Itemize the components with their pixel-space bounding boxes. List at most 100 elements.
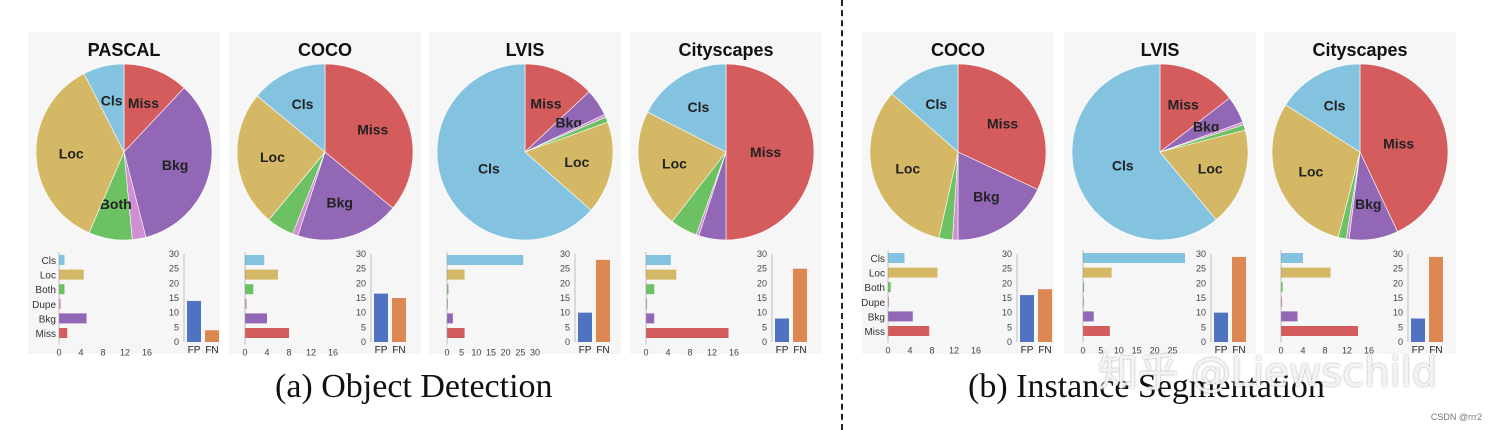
bar-bkg	[646, 313, 655, 324]
bar-tick-label: 8	[929, 346, 934, 356]
bar-loc	[888, 267, 938, 278]
fpfn-category-label: FN	[205, 345, 218, 356]
bar-tick-label: 8	[1322, 346, 1327, 356]
fpfn-tick-label: 0	[565, 337, 570, 347]
fpfn-tick-label: 0	[1398, 337, 1403, 347]
fpfn-tick-label: 30	[1002, 249, 1012, 259]
bar-cls	[1083, 253, 1185, 263]
bar-tick-label: 16	[1364, 346, 1374, 356]
fpfn-tick-label: 25	[757, 264, 767, 274]
pie-label-miss: Miss	[357, 122, 388, 138]
fpfn-bar-fn	[392, 298, 406, 342]
bar-both	[888, 282, 891, 293]
fpfn-tick-label: 10	[560, 308, 570, 318]
bar-tick-label: 4	[665, 348, 670, 358]
fpfn-bar-fn	[793, 268, 807, 342]
fpfn-bar-fp	[374, 293, 388, 342]
bar-category-label: Both	[35, 285, 56, 296]
fpfn-tick-label: 20	[757, 278, 767, 288]
pie-label-bkg: Bkg	[555, 114, 581, 130]
bar-category-label: Dupe	[32, 300, 56, 311]
fpfn-tick-label: 15	[356, 293, 366, 303]
pie-label-loc: Loc	[1198, 160, 1223, 176]
pie-label-cls: Cls	[101, 93, 123, 109]
chart-title: Cityscapes	[1312, 40, 1407, 60]
bar-tick-label: 0	[56, 348, 61, 358]
caption-instance-segmentation: (b) Instance Segmentation	[968, 368, 1325, 405]
bar-miss	[59, 328, 68, 338]
bar-category-label: Bkg	[868, 312, 885, 323]
bar-tick-label: 12	[949, 346, 959, 356]
fpfn-tick-label: 0	[1201, 337, 1206, 347]
fpfn-category-label: FP	[776, 345, 789, 356]
pie-label-loc: Loc	[1298, 163, 1323, 179]
bar-bkg	[245, 313, 267, 324]
fpfn-tick-label: 10	[1393, 308, 1403, 318]
bar-loc	[245, 269, 278, 280]
bar-tick-label: 25	[1167, 346, 1177, 356]
watermark-text: 知乎 @Liewschild	[1098, 350, 1438, 396]
bar-cls	[447, 255, 524, 265]
bar-tick-label: 4	[907, 346, 912, 356]
bar-category-label: Both	[864, 283, 885, 294]
bar-category-label: Loc	[40, 271, 56, 282]
pie-label-cls: Cls	[1112, 157, 1134, 173]
pie-label-cls: Cls	[1324, 98, 1346, 114]
bar-loc	[1281, 267, 1331, 278]
pie-slice-bkg	[123, 87, 213, 238]
bar-tick-label: 0	[1278, 346, 1283, 356]
fpfn-category-label: FP	[188, 345, 201, 356]
pie-label-both: Both	[100, 196, 132, 212]
bar-tick-label: 4	[264, 348, 269, 358]
pie-label-miss: Miss	[1383, 135, 1414, 151]
fpfn-tick-label: 20	[1393, 278, 1403, 288]
pie-slice-loc	[1271, 104, 1361, 238]
fpfn-tick-label: 25	[169, 264, 179, 274]
fpfn-bar-fp	[1214, 312, 1228, 342]
section-divider	[841, 0, 843, 430]
bar-tick-label: 10	[471, 348, 481, 358]
bar-both	[245, 284, 254, 295]
fpfn-tick-label: 25	[1002, 264, 1012, 274]
fpfn-tick-label: 5	[762, 322, 767, 332]
bar-loc	[1083, 267, 1112, 278]
bar-dupe	[888, 296, 890, 307]
fpfn-tick-label: 10	[169, 308, 179, 318]
bar-loc	[646, 269, 677, 280]
bar-tick-label: 16	[142, 348, 152, 358]
fpfn-tick-label: 5	[565, 322, 570, 332]
bar-bkg	[447, 313, 453, 324]
bar-category-label: Cls	[871, 254, 885, 265]
pie-label-miss: Miss	[987, 116, 1018, 132]
bar-bkg	[888, 311, 913, 322]
fpfn-tick-label: 30	[757, 249, 767, 259]
fpfn-tick-label: 5	[1398, 322, 1403, 332]
fpfn-bar-fp	[1020, 295, 1034, 342]
pie-label-cls: Cls	[925, 96, 947, 112]
bar-cls	[245, 255, 265, 265]
chart-panel--a-object-detection-pascal: PASCAL Miss Bkg Both Loc Cls Cls Loc Both Dupe Bkg…	[28, 32, 220, 358]
fpfn-category-label: FN	[1038, 345, 1051, 356]
pie-slice-miss	[957, 63, 1047, 190]
pie-label-loc: Loc	[59, 146, 84, 162]
bar-tick-label: 0	[1080, 346, 1085, 356]
fpfn-tick-label: 15	[1002, 293, 1012, 303]
pie-label-bkg: Bkg	[1355, 196, 1381, 212]
bar-dupe	[59, 298, 61, 309]
pie-slice-miss	[725, 63, 815, 241]
pie-label-loc: Loc	[662, 156, 687, 172]
chart-title: PASCAL	[88, 40, 161, 60]
chart-panel--b-instance-segmentation-cityscapes: Cityscapes Miss Bkg Loc Cls 0 4 8 12 16 0 5 10 15 20 25…	[1264, 32, 1456, 356]
bar-tick-label: 15	[486, 348, 496, 358]
fpfn-category-label: FP	[1412, 345, 1425, 356]
fpfn-tick-label: 20	[1002, 278, 1012, 288]
fpfn-tick-label: 25	[560, 264, 570, 274]
bar-tick-label: 20	[501, 348, 511, 358]
pie-label-miss: Miss	[128, 95, 159, 111]
fpfn-tick-label: 5	[1201, 322, 1206, 332]
fpfn-tick-label: 30	[560, 249, 570, 259]
fpfn-bar-fn	[1429, 256, 1443, 342]
chart-title: LVIS	[1141, 40, 1180, 60]
